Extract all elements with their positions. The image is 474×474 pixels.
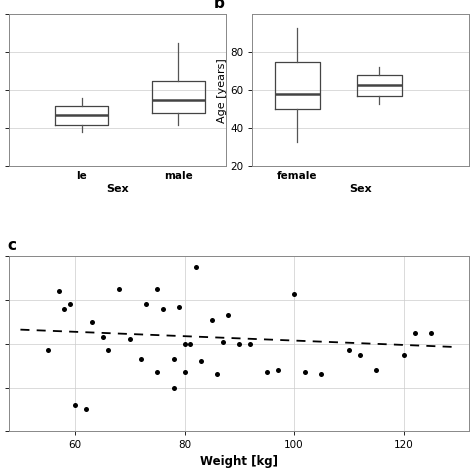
Point: [356, 351, 364, 358]
Point: [290, 290, 298, 297]
Point: [181, 368, 189, 376]
Point: [55, 288, 63, 295]
Point: [104, 346, 112, 354]
Point: [186, 340, 194, 347]
Point: [225, 311, 232, 319]
Point: [236, 340, 243, 347]
X-axis label: Weight [kg]: Weight [kg]: [201, 455, 278, 467]
Point: [126, 336, 134, 343]
Point: [274, 366, 282, 374]
X-axis label: Sex: Sex: [349, 184, 372, 194]
Point: [301, 368, 309, 376]
Point: [373, 366, 380, 374]
Point: [263, 368, 271, 376]
Text: b: b: [213, 0, 224, 11]
Point: [411, 329, 419, 337]
Y-axis label: Age [years]: Age [years]: [218, 58, 228, 123]
Text: c: c: [7, 238, 16, 253]
Point: [170, 384, 177, 392]
Point: [181, 340, 189, 347]
Point: [143, 301, 150, 308]
X-axis label: Sex: Sex: [107, 184, 129, 194]
Point: [175, 303, 183, 310]
Point: [154, 285, 161, 293]
Point: [99, 334, 106, 341]
Point: [170, 356, 177, 363]
Point: [66, 301, 73, 308]
Point: [72, 401, 79, 409]
Point: [159, 305, 166, 313]
Point: [197, 357, 205, 365]
Point: [246, 340, 254, 347]
Point: [219, 338, 227, 346]
Point: [345, 346, 353, 354]
Point: [115, 285, 123, 293]
Point: [60, 305, 68, 313]
Point: [154, 368, 161, 376]
Point: [318, 371, 325, 378]
Point: [82, 406, 90, 413]
Point: [44, 346, 52, 354]
Point: [192, 264, 200, 271]
Point: [88, 318, 95, 326]
Point: [214, 371, 221, 378]
Point: [137, 356, 145, 363]
Point: [400, 351, 407, 358]
Point: [208, 316, 216, 324]
Point: [427, 329, 435, 337]
